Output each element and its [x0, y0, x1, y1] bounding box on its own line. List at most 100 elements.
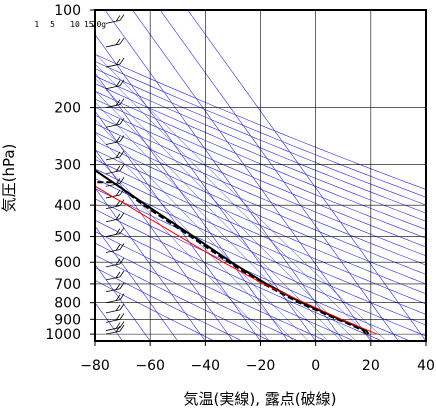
wind-barb-flag [115, 325, 121, 333]
y-tick-label: 300 [54, 158, 81, 174]
isotherm-line [95, 148, 234, 341]
dry-adiabat-line [95, 114, 426, 257]
wind-barb-flag [119, 135, 125, 142]
wind-barb [105, 98, 125, 108]
y-tick-label: 600 [54, 255, 81, 271]
wind-barb [105, 57, 125, 68]
mixing-ratio-line [95, 53, 387, 341]
wind-barb [105, 321, 125, 331]
wind-barb [105, 324, 125, 335]
wind-barb-flag [119, 164, 125, 171]
isotherm-line [187, 10, 426, 341]
wind-barb [105, 135, 125, 145]
dry-adiabat-line [95, 159, 426, 305]
wind-barb-flag [119, 270, 125, 278]
wind-barb-flag [115, 271, 121, 279]
wind-barb-shaft [105, 288, 121, 293]
wind-barb-flag [119, 37, 125, 45]
wind-barb-flag [115, 189, 121, 197]
mixing-ratio-label: 20g [92, 20, 107, 29]
wind-barb-shaft [105, 330, 121, 335]
wind-barb-shaft [105, 319, 121, 323]
wind-barb-flag [119, 212, 125, 219]
isotherm-line [95, 110, 261, 341]
x-axis-ticks: −80 −60 −40 −20 0 20 40 [80, 341, 435, 374]
wind-barb-flag [119, 57, 125, 65]
wind-barb-shaft [105, 141, 121, 145]
wind-barb-shaft [105, 170, 121, 175]
wind-barb-flag [119, 118, 125, 125]
wind-barb [105, 150, 125, 161]
isotherm-line [95, 187, 206, 341]
y-tick-label: 900 [54, 312, 81, 328]
wind-barb [105, 37, 125, 48]
wind-barb-flag [119, 313, 125, 320]
wind-barb-flag [115, 294, 121, 301]
wind-barb-shaft [105, 156, 121, 161]
wind-barb [105, 164, 125, 175]
wind-barb-flag [119, 14, 125, 21]
dry-adiabat-line [95, 83, 426, 222]
mixing-ratio-label: 1 [34, 20, 39, 29]
wind-barb-flag [115, 119, 121, 126]
wind-barb-flag [115, 322, 121, 329]
dry-adiabat-line [95, 98, 426, 239]
dry-adiabat-line [95, 123, 426, 266]
wind-barb [105, 79, 125, 90]
wind-barb-shaft [105, 299, 121, 304]
wind-barb [105, 282, 125, 293]
dry-adiabat-line [95, 140, 426, 285]
dry-adiabat-line [95, 75, 426, 214]
wind-barb-shaft [105, 309, 121, 314]
y-tick-label: 1000 [45, 327, 81, 343]
data-lines [95, 169, 378, 335]
wind-barb-shaft [105, 182, 121, 187]
parcel-curve [95, 185, 378, 335]
x-tick-label: −60 [135, 358, 165, 374]
wind-barb-flag [115, 151, 121, 159]
wind-barb-shaft [105, 276, 121, 281]
wind-barb [105, 313, 125, 323]
dry-adiabat-line [95, 231, 327, 341]
wind-barb-flag [115, 304, 121, 312]
wind-barb [105, 303, 125, 314]
wind-barb-flag [119, 79, 125, 86]
wind-barb-shaft [105, 63, 121, 68]
wind-barb-flag [115, 258, 121, 266]
isotherm-line [104, 10, 344, 341]
wind-barb-flag [119, 324, 125, 332]
wind-barb-flag [119, 177, 125, 184]
wind-barb-flag [119, 243, 125, 250]
wind-barb-shaft [105, 218, 121, 223]
wind-barb [105, 212, 125, 223]
dry-adiabat-line [95, 188, 426, 337]
dry-adiabat-line [95, 168, 426, 315]
y-tick-label: 800 [54, 296, 81, 312]
wind-barb-flag [115, 213, 121, 220]
dry-adiabat-line [95, 149, 426, 295]
x-tick-label: 0 [311, 358, 320, 374]
isotherm-line [159, 10, 399, 341]
mixing-ratio-line [95, 154, 271, 341]
mixing-ratio-label: 15 [84, 20, 94, 29]
wind-barb-flag [115, 99, 121, 106]
dry-adiabat-line [95, 267, 243, 341]
wind-barb-flag [115, 80, 121, 87]
reference-lines [95, 10, 426, 341]
wind-barbs [105, 14, 125, 335]
wind-barb-shaft [105, 104, 121, 108]
x-tick-label: 40 [417, 358, 435, 374]
dry-adiabat-line [95, 61, 426, 198]
dry-adiabat-line [95, 209, 383, 341]
wind-barb [105, 257, 125, 268]
wind-barb-flag [119, 321, 125, 328]
x-tick-label: −80 [80, 358, 110, 374]
wind-barb-shaft [105, 205, 121, 210]
wind-barb-flag [119, 293, 125, 300]
mixing-ratio-line [95, 132, 294, 341]
dry-adiabat-line [95, 178, 426, 326]
wind-barb [105, 243, 125, 253]
wind-barb-flag [115, 38, 121, 46]
wind-barb-flag [119, 282, 125, 289]
wind-barb-flag [115, 15, 121, 22]
